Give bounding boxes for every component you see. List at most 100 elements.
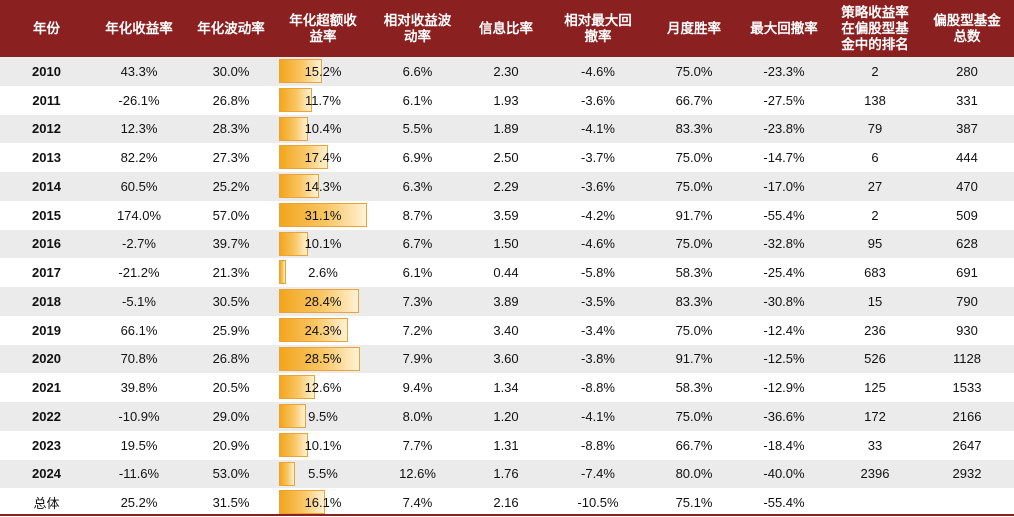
cell-relative-max-drawdown-col: -3.5% (581, 293, 615, 309)
header-line: 相对收益波 (383, 12, 452, 29)
cell-fund-rank-col: 172 (864, 408, 886, 424)
cell-max-drawdown-col: -23.3% (763, 63, 805, 79)
cell-annual-volatility-col: 31.5% (212, 495, 250, 511)
cell-annual-volatility-col: 26.8% (212, 351, 250, 367)
cell-fund-rank-col: 526 (864, 351, 886, 367)
cell-annual-volatility-col: 29.0% (212, 408, 250, 424)
cell-excess-return-col: 10.4% (304, 121, 342, 137)
header-line: 总数 (953, 28, 981, 45)
cell-annual-return-col: 12.3% (120, 121, 158, 137)
bottom-rule (0, 514, 1014, 516)
cell-total-funds-col (920, 488, 1014, 517)
cell-info-ratio-col: 1.76 (493, 466, 519, 482)
cell-info-ratio-col: 3.89 (493, 293, 519, 309)
cell-max-drawdown-col: -55.4% (763, 495, 805, 511)
cell-year-col: 2016 (32, 236, 61, 252)
cell-relative-max-drawdown-col: -5.8% (581, 265, 615, 281)
cell-total-funds-col: 628 (956, 236, 978, 252)
header-annual-volatility-col: 年化波动率 (185, 0, 277, 57)
cell-fund-rank-col: 2396 (860, 466, 890, 482)
cell-excess-return-col: 11.7% (305, 92, 341, 108)
cell-total-funds-col: 470 (956, 178, 978, 194)
cell-annual-return-col: 25.2% (120, 495, 158, 511)
cell-relative-max-drawdown-col: -4.2% (581, 207, 615, 223)
cell-relative-volatility-col: 12.6% (399, 466, 436, 482)
cell-info-ratio-col: 1.89 (493, 121, 519, 137)
cell-year-col: 2022 (32, 408, 61, 424)
cell-max-drawdown-col: -17.0% (763, 178, 805, 194)
cell-relative-max-drawdown-col: -3.4% (581, 322, 615, 338)
cell-excess-return-col: 16.1% (304, 495, 342, 511)
cell-fund-rank-col: 138 (864, 92, 886, 108)
header-annual-return-col: 年化收益率 (93, 0, 185, 57)
cell-fund-rank-col: 2 (871, 207, 879, 223)
cell-max-drawdown-col: -32.8% (763, 236, 805, 252)
cell-annual-return-col: -11.6% (118, 466, 160, 482)
cell-relative-volatility-col: 6.7% (402, 236, 433, 252)
header-line: 年化收益率 (105, 20, 173, 37)
cell-year-col: 2021 (32, 380, 61, 396)
table-row: 2016 -2.7% 39.7% 10.1% 6.7% 1.50 -4.6% 75.0% -32… (0, 229, 1014, 259)
cell-monthly-win-rate-col: 75.1% (675, 495, 713, 511)
cell-info-ratio-col: 2.50 (493, 150, 519, 166)
cell-fund-rank-col (830, 488, 920, 517)
cell-total-funds-col: 2932 (952, 466, 982, 482)
header-line: 月度胜率 (667, 20, 721, 37)
cell-max-drawdown-col: -14.7% (763, 150, 805, 166)
cell-annual-volatility-col: 39.7% (212, 236, 250, 252)
cell-excess-return-col: 15.2% (304, 63, 342, 79)
excess-return-bar (279, 202, 367, 227)
cell-monthly-win-rate-col: 91.7% (675, 351, 713, 367)
cell-total-funds-col: 331 (956, 92, 978, 108)
excess-return-bar (279, 404, 306, 428)
cell-max-drawdown-col: -12.9% (763, 380, 805, 396)
cell-annual-return-col: 66.1% (120, 322, 158, 338)
cell-fund-rank-col: 27 (867, 178, 883, 194)
excess-return-bar (279, 461, 295, 486)
header-info-ratio-col: 信息比率 (466, 0, 546, 57)
cell-total-funds-col: 280 (956, 63, 978, 79)
cell-monthly-win-rate-col: 75.0% (675, 150, 713, 166)
cell-relative-volatility-col: 8.0% (402, 408, 433, 424)
table-header: 年份 年化收益率 年化波动率 年化超额收 益率 相对收益波 动率 信息比率 相对最大回 撤率 月度胜… (0, 0, 1014, 57)
table-row: 2018 -5.1% 30.5% 28.4% 7.3% 3.89 -3.5% 83.3% -30… (0, 287, 1014, 316)
cell-annual-return-col: -10.9% (118, 408, 160, 424)
cell-relative-max-drawdown-col: -4.6% (581, 63, 615, 79)
cell-info-ratio-col: 3.59 (493, 207, 519, 223)
cell-excess-return-col: 24.3% (304, 322, 342, 338)
cell-annual-return-col: -21.2% (118, 265, 160, 281)
cell-excess-return-col: 31.1% (304, 207, 342, 223)
cell-relative-volatility-col: 6.1% (402, 92, 433, 108)
excess-return-bar (279, 174, 320, 198)
cell-monthly-win-rate-col: 80.0% (675, 466, 713, 482)
cell-annual-return-col: 19.5% (120, 437, 158, 453)
cell-year-col: 2010 (32, 63, 61, 79)
cell-annual-return-col: 82.2% (120, 150, 158, 166)
excess-return-bar (279, 432, 308, 457)
cell-max-drawdown-col: -40.0% (763, 466, 805, 482)
header-max-drawdown-col: 最大回撤率 (738, 0, 830, 57)
cell-max-drawdown-col: -12.5% (763, 351, 805, 367)
cell-total-funds-col: 790 (956, 293, 978, 309)
cell-fund-rank-col: 79 (867, 121, 883, 137)
cell-info-ratio-col: 1.50 (493, 236, 519, 252)
cell-relative-volatility-col: 7.9% (402, 351, 433, 367)
cell-annual-volatility-col: 53.0% (212, 466, 250, 482)
header-line: 年化波动率 (197, 20, 265, 37)
table-row: 2020 70.8% 26.8% 28.5% 7.9% 3.60 -3.8% 91.7% -12… (0, 344, 1014, 374)
cell-fund-rank-col: 33 (867, 437, 883, 453)
cell-excess-return-col: 14.3% (304, 178, 342, 194)
cell-year-col: 2023 (32, 437, 61, 453)
header-monthly-win-rate-col: 月度胜率 (650, 0, 738, 57)
cell-max-drawdown-col: -36.6% (763, 408, 805, 424)
cell-fund-rank-col: 15 (867, 293, 883, 309)
header-line: 偏股型基金 (933, 12, 1001, 29)
cell-annual-volatility-col: 30.5% (212, 293, 250, 309)
cell-max-drawdown-col: -18.4% (763, 437, 805, 453)
cell-total-funds-col: 930 (956, 322, 978, 338)
cell-fund-rank-col: 2 (871, 63, 879, 79)
cell-annual-volatility-col: 27.3% (212, 150, 250, 166)
cell-max-drawdown-col: -30.8% (763, 293, 805, 309)
excess-return-bar (279, 260, 287, 285)
table-row: 2017 -21.2% 21.3% 2.6% 6.1% 0.44 -5.8% 58.3% -25… (0, 258, 1014, 287)
